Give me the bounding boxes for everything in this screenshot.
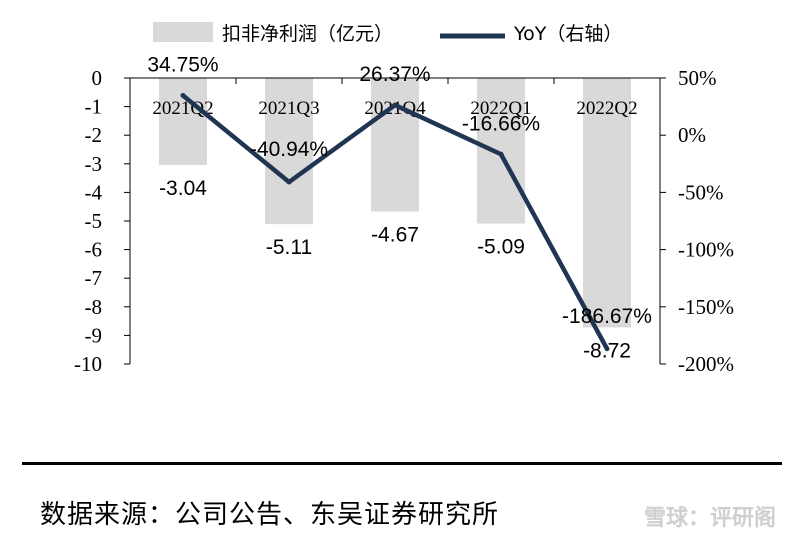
bar xyxy=(265,78,313,225)
axes: 0 -1 -2 -3 -4 -5 -6 -7 -8 -9 -10 50% 0% -50% -100% -150… xyxy=(74,66,734,376)
yoy-value-label: -40.94% xyxy=(250,138,328,161)
left-tick-label: -9 xyxy=(85,323,103,347)
right-tick-label: -50% xyxy=(678,180,724,204)
left-tick-label: -10 xyxy=(74,352,102,376)
yoy-value-label: 34.75% xyxy=(147,53,218,76)
right-tick-label: 0% xyxy=(678,123,706,147)
bar-value-label: -8.72 xyxy=(583,339,631,362)
bar xyxy=(371,78,419,212)
data-labels: -3.04 -5.11 -4.67 -5.09 -8.72 34.75% -40.94% 26… xyxy=(147,53,652,362)
legend-label-bar: 扣非净利润（亿元） xyxy=(222,23,393,45)
right-tick-label: -200% xyxy=(678,352,734,376)
category-label: 2021Q2 xyxy=(152,98,213,119)
right-tick-label: 50% xyxy=(678,66,717,90)
left-tick-label: 0 xyxy=(92,66,103,90)
legend-label-line: YoY（右轴） xyxy=(513,23,622,45)
yoy-point xyxy=(392,102,398,108)
bar-value-label: -3.04 xyxy=(159,177,207,200)
category-label: 2022Q1 xyxy=(470,98,531,119)
combo-chart: 扣非净利润（亿元） YoY（右轴） 0 -1 -2 -3 -4 -5 -6 -7 -8 -9 -10 5… xyxy=(74,22,734,376)
right-tick-label: -150% xyxy=(678,295,734,319)
left-tick-label: -8 xyxy=(85,295,103,319)
yoy-line-series xyxy=(180,92,610,352)
left-tick-label: -5 xyxy=(85,209,103,233)
bar-value-label: -5.11 xyxy=(266,236,312,259)
yoy-value-label: 26.37% xyxy=(359,63,430,86)
yoy-point xyxy=(498,151,504,157)
watermark: 雪球：评研阁 xyxy=(643,506,776,531)
bar xyxy=(583,78,631,328)
yoy-point xyxy=(286,179,292,185)
yoy-point xyxy=(180,92,186,98)
left-tick-label: -4 xyxy=(85,180,103,204)
bar-value-label: -5.09 xyxy=(477,236,525,259)
category-label: 2022Q2 xyxy=(576,98,637,119)
bar xyxy=(159,78,207,165)
left-tick-label: -2 xyxy=(85,123,103,147)
yoy-point xyxy=(604,346,610,352)
left-tick-label: -7 xyxy=(85,266,103,290)
left-tick-label: -6 xyxy=(85,238,103,262)
divider-line xyxy=(22,462,782,465)
bar xyxy=(477,78,525,224)
yoy-value-label: -186.67% xyxy=(562,305,652,328)
bar-series xyxy=(159,78,631,328)
legend: 扣非净利润（亿元） YoY（右轴） xyxy=(153,22,622,45)
right-tick-label: -100% xyxy=(678,238,734,262)
bar-value-label: -4.67 xyxy=(371,224,419,247)
source-note: 数据来源：公司公告、东吴证券研究所 xyxy=(40,500,500,530)
category-label: 2021Q3 xyxy=(258,98,319,119)
yoy-value-label: -16.66% xyxy=(462,112,540,135)
left-tick-label: -3 xyxy=(85,152,103,176)
legend-swatch-bar xyxy=(153,22,213,42)
left-tick-label: -1 xyxy=(85,95,103,119)
